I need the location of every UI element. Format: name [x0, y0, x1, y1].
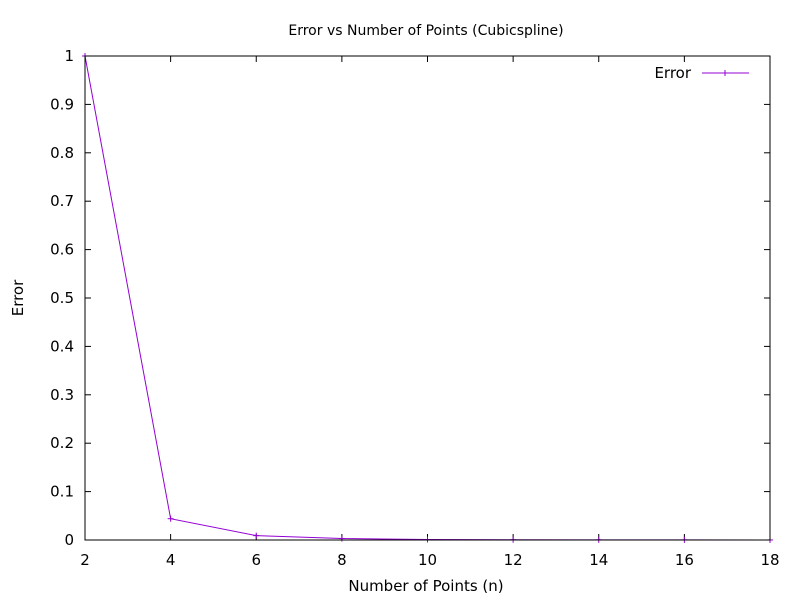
data-point: [253, 532, 260, 539]
tick-layer: 00.10.20.30.40.50.60.70.80.912 4 6 8 10 12 14 1…: [50, 47, 779, 569]
plot-border: [84, 55, 771, 541]
y-tick-label: 0.3: [50, 386, 74, 404]
x-axis-label: Number of Points (n): [348, 577, 503, 595]
x-tick-label: 8: [337, 551, 347, 569]
x-tick-label: 18: [760, 551, 779, 569]
data-point: [167, 515, 174, 522]
x-tick-label: 4: [166, 551, 176, 569]
y-tick-label: 1: [64, 47, 74, 65]
series-layer: [82, 53, 773, 543]
y-tick-label: 0.4: [50, 337, 74, 355]
y-tick-label: 0.6: [50, 241, 74, 259]
x-tick-label: 14: [589, 551, 608, 569]
x-tick-label: 16: [675, 551, 694, 569]
legend: Error: [654, 64, 749, 82]
y-tick-label: 0.7: [50, 192, 74, 210]
y-tick-label: 0.2: [50, 434, 74, 452]
y-tick-label: 0: [64, 531, 74, 549]
data-point: [338, 535, 345, 542]
y-tick-label: 0.8: [50, 144, 74, 162]
legend-label: Error: [654, 64, 691, 82]
y-axis-label: Error: [9, 279, 27, 316]
x-tick-label: 10: [418, 551, 437, 569]
x-tick-label: 2: [80, 551, 90, 569]
x-tick-label: 12: [504, 551, 523, 569]
x-tick-label: 6: [251, 551, 261, 569]
y-tick-label: 0.1: [50, 483, 74, 501]
y-tick-label: 0.5: [50, 289, 74, 307]
y-tick-label: 0.9: [50, 95, 74, 113]
series-line: [84, 55, 771, 541]
chart-title: Error vs Number of Points (Cubicspline): [288, 23, 563, 39]
